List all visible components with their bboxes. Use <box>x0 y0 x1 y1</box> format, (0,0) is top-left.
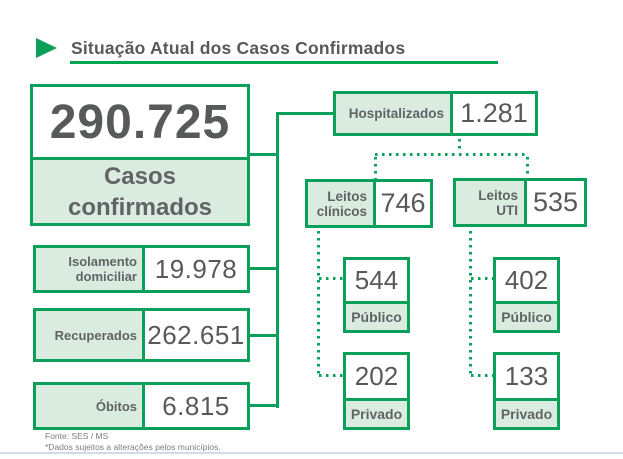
icu-beds-card: Leitos UTI 535 <box>453 178 587 227</box>
icu-private-value: 133 <box>504 361 549 391</box>
clinical-public-card: 544 Público <box>343 257 410 333</box>
footer-divider-line <box>0 452 623 454</box>
dotted-clinical-public-stub <box>319 277 343 280</box>
home-isolation-card: Isolamento domiciliar 19.978 <box>33 245 250 293</box>
dotted-hospitalized-down <box>458 139 461 153</box>
dotted-icu-public-stub <box>471 277 493 280</box>
icu-beds-label: Leitos UTI <box>456 181 527 224</box>
icu-public-card: 402 Público <box>493 257 560 333</box>
connector-recovered-stub <box>248 334 276 337</box>
clinical-beds-value: 746 <box>380 188 426 218</box>
clinical-private-value: 202 <box>354 361 399 391</box>
confirmed-cases-card: 290.725 Casos confirmados <box>30 84 250 226</box>
clinical-beds-label: Leitos clínicos <box>308 182 376 225</box>
dotted-beds-horizontal <box>375 153 528 156</box>
dotted-clinical-private-stub <box>319 374 343 377</box>
recovered-value: 262.651 <box>147 319 245 350</box>
clinical-beds-card: Leitos clínicos 746 <box>305 179 433 228</box>
icu-private-card: 133 Privado <box>493 352 560 430</box>
page-title: Situação Atual dos Casos Confirmados <box>71 38 406 58</box>
icu-private-label: Privado <box>496 398 557 427</box>
connector-hospitalized-horizontal <box>279 112 333 115</box>
recovered-card: Recuperados 262.651 <box>33 308 250 362</box>
dotted-icu-private-stub <box>471 374 493 377</box>
recovered-label: Recuperados <box>36 311 145 359</box>
home-isolation-label: Isolamento domiciliar <box>36 248 145 290</box>
confirmed-cases-value: 290.725 <box>49 95 231 149</box>
confirmed-cases-label: Casos confirmados <box>33 157 247 223</box>
icu-public-label: Público <box>496 301 557 330</box>
clinical-private-card: 202 Privado <box>343 352 410 430</box>
home-isolation-value: 19.978 <box>154 253 238 284</box>
connector-home-isolation-stub <box>248 267 276 270</box>
dotted-clinical-down <box>374 157 377 179</box>
deaths-value: 6.815 <box>162 390 230 421</box>
deaths-card: Óbitos 6.815 <box>33 382 250 430</box>
dotted-clinical-branch <box>317 231 320 377</box>
icu-public-value: 402 <box>504 265 549 295</box>
dotted-icu-down <box>526 157 529 178</box>
clinical-private-label: Privado <box>346 398 407 427</box>
dotted-icu-branch <box>469 231 472 377</box>
connector-deaths-stub <box>248 404 276 407</box>
title-underline <box>70 61 498 64</box>
deaths-label: Óbitos <box>36 385 145 427</box>
clinical-public-label: Público <box>346 301 407 330</box>
hospitalized-card: Hospitalizados 1.281 <box>333 91 538 136</box>
icu-beds-value: 535 <box>532 187 579 217</box>
hospitalized-value: 1.281 <box>460 98 528 128</box>
connector-trunk-vertical <box>276 112 279 408</box>
footnote-text: *Dados sujeitos a alterações pelos munic… <box>45 442 221 452</box>
source-text: Fonte: SES / MS <box>45 431 109 441</box>
connector-summary-horizontal <box>248 153 279 156</box>
clinical-public-value: 544 <box>354 265 399 295</box>
hospitalized-label: Hospitalizados <box>336 94 453 133</box>
play-triangle-icon <box>36 38 57 58</box>
